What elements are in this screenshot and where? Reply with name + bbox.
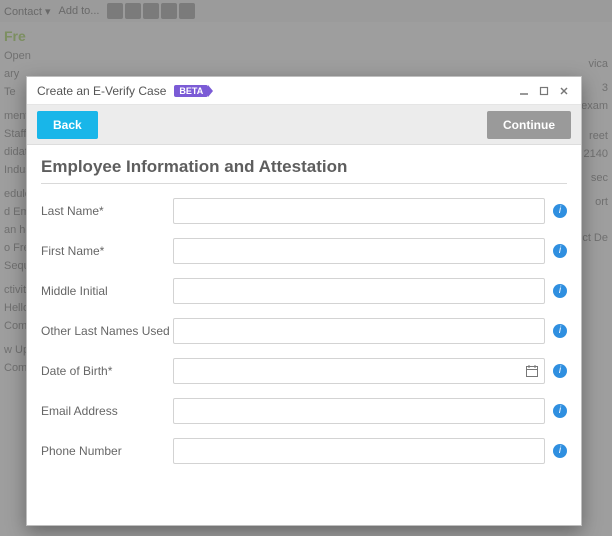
modal-titlebar: Create an E-Verify Case BETA	[27, 77, 581, 105]
info-icon[interactable]: i	[553, 244, 567, 258]
maximize-icon[interactable]	[537, 84, 551, 98]
label-phone: Phone Number	[41, 444, 173, 458]
input-last-name[interactable]	[173, 198, 545, 224]
modal-body: Employee Information and Attestation Las…	[27, 145, 581, 525]
info-icon[interactable]: i	[553, 364, 567, 378]
label-email: Email Address	[41, 404, 173, 418]
back-button[interactable]: Back	[37, 111, 98, 139]
info-icon[interactable]: i	[553, 324, 567, 338]
continue-button[interactable]: Continue	[487, 111, 571, 139]
section-divider	[41, 183, 567, 184]
info-icon[interactable]: i	[553, 404, 567, 418]
input-dob[interactable]	[173, 358, 545, 384]
section-title: Employee Information and Attestation	[41, 157, 567, 177]
row-email: Email Address i	[41, 398, 567, 424]
info-icon[interactable]: i	[553, 444, 567, 458]
calendar-icon[interactable]	[525, 364, 539, 378]
row-last-name: Last Name* i	[41, 198, 567, 224]
row-phone: Phone Number i	[41, 438, 567, 464]
label-dob: Date of Birth*	[41, 364, 173, 378]
label-other-last-names: Other Last Names Used	[41, 324, 173, 338]
beta-badge: BETA	[174, 85, 208, 97]
row-other-last-names: Other Last Names Used i	[41, 318, 567, 344]
input-middle-initial[interactable]	[173, 278, 545, 304]
minimize-icon[interactable]	[517, 84, 531, 98]
label-middle-initial: Middle Initial	[41, 284, 173, 298]
input-other-last-names[interactable]	[173, 318, 545, 344]
modal-toolbar: Back Continue	[27, 105, 581, 145]
input-first-name[interactable]	[173, 238, 545, 264]
everify-modal: Create an E-Verify Case BETA Back Contin…	[26, 76, 582, 526]
row-first-name: First Name* i	[41, 238, 567, 264]
label-first-name: First Name*	[41, 244, 173, 258]
row-dob: Date of Birth* i	[41, 358, 567, 384]
info-icon[interactable]: i	[553, 204, 567, 218]
close-icon[interactable]	[557, 84, 571, 98]
row-middle-initial: Middle Initial i	[41, 278, 567, 304]
input-email[interactable]	[173, 398, 545, 424]
label-last-name: Last Name*	[41, 204, 173, 218]
input-phone[interactable]	[173, 438, 545, 464]
modal-title: Create an E-Verify Case	[37, 84, 166, 98]
info-icon[interactable]: i	[553, 284, 567, 298]
